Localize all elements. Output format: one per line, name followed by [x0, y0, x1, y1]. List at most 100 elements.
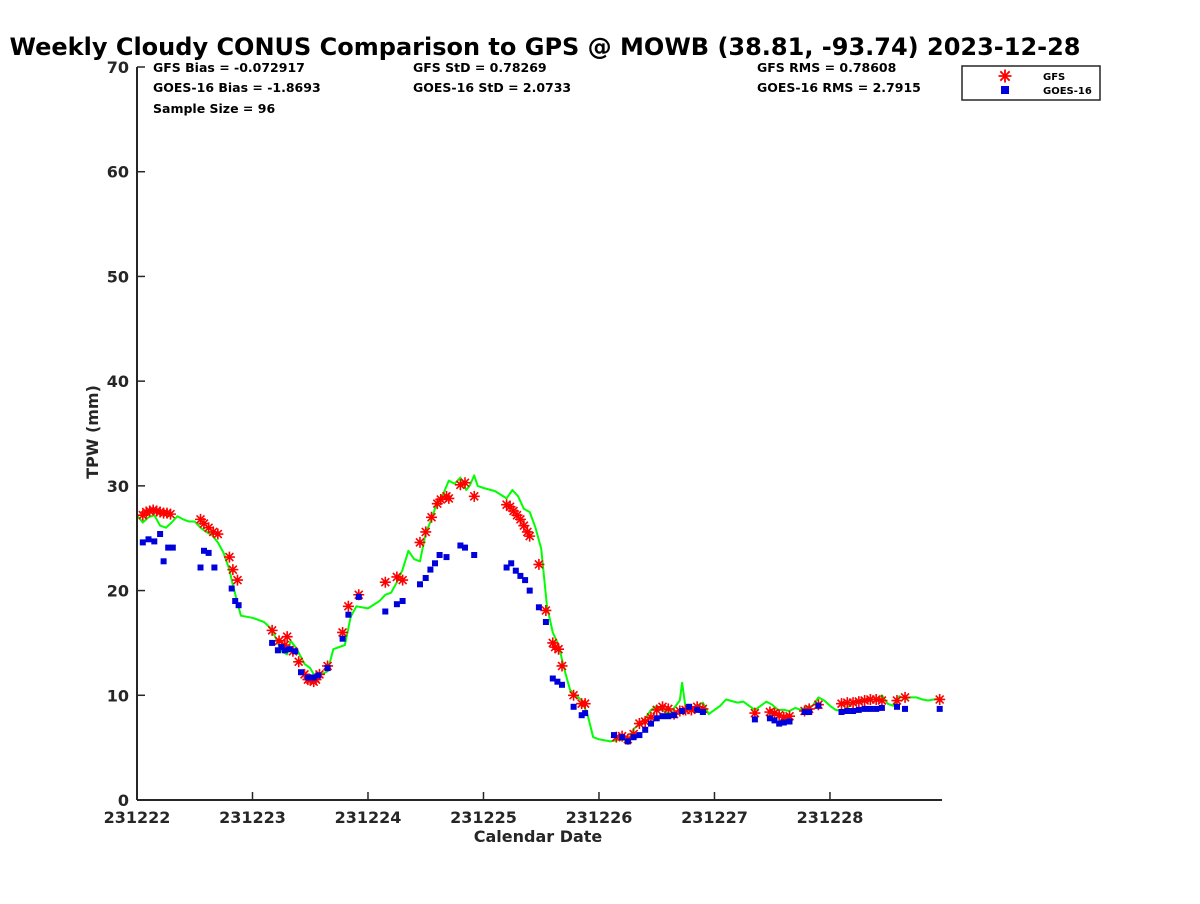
data-point — [154, 506, 166, 518]
data-point — [165, 544, 172, 551]
data-point — [281, 631, 293, 643]
data-point — [286, 646, 293, 653]
data-point — [891, 695, 903, 707]
data-point — [876, 695, 888, 707]
data-point — [533, 558, 545, 570]
data-point — [855, 706, 862, 713]
data-point — [934, 693, 946, 705]
data-point — [836, 698, 848, 710]
data-point — [570, 703, 577, 710]
data-point — [205, 549, 212, 556]
data-point — [662, 703, 674, 715]
data-point — [468, 490, 480, 502]
data-point — [422, 575, 429, 581]
data-point — [579, 698, 591, 710]
data-point — [197, 564, 204, 571]
y-tick-label: 10 — [107, 686, 129, 705]
data-point — [659, 713, 666, 720]
data-point — [227, 564, 239, 576]
data-point — [503, 564, 510, 571]
data-point — [235, 602, 242, 609]
data-point — [279, 639, 291, 651]
data-point — [223, 551, 235, 563]
data-point — [642, 726, 649, 733]
data-point — [164, 508, 176, 520]
data-point — [211, 564, 218, 571]
data-point — [651, 704, 663, 716]
series-layer — [136, 474, 946, 745]
y-tick-label: 70 — [107, 58, 129, 77]
data-point — [803, 703, 815, 715]
data-point — [157, 531, 164, 537]
x-tick-label: 231224 — [335, 808, 402, 827]
data-point — [459, 477, 471, 489]
stat-text: GFS Bias = -0.072917 — [153, 60, 305, 75]
data-point — [399, 598, 406, 604]
data-point — [645, 711, 657, 723]
data-point — [815, 702, 822, 709]
data-point — [776, 720, 783, 727]
data-point — [517, 572, 524, 579]
data-point — [780, 719, 787, 726]
data-point — [867, 705, 874, 712]
data-point — [841, 697, 853, 709]
data-point — [160, 558, 167, 565]
x-tick-label: 231228 — [797, 808, 864, 827]
data-point — [231, 574, 243, 586]
data-point — [628, 728, 640, 740]
data-point — [397, 574, 409, 586]
data-point — [443, 554, 450, 561]
data-point — [269, 639, 276, 646]
legend-label: GOES-16 — [1043, 86, 1092, 97]
legend-item: GFS — [998, 69, 1065, 83]
data-point — [786, 718, 793, 725]
data-point — [161, 507, 173, 519]
x-tick-label: 231227 — [681, 808, 748, 827]
data-point — [685, 704, 697, 716]
data-point — [420, 526, 432, 538]
data-point — [232, 598, 239, 604]
data-point — [315, 672, 322, 679]
data-point — [582, 710, 589, 717]
x-axis-label: Calendar Date — [474, 827, 603, 846]
data-point — [471, 552, 478, 558]
data-point — [342, 600, 354, 612]
data-point — [526, 587, 533, 594]
legend-box — [961, 65, 1101, 101]
data-point — [778, 711, 790, 723]
data-point — [801, 709, 808, 715]
data-point — [691, 701, 703, 713]
y-axis-label: TPW (mm) — [83, 385, 102, 479]
data-point — [899, 691, 911, 703]
data-point — [553, 643, 565, 655]
data-point — [281, 647, 288, 654]
data-point — [751, 716, 758, 723]
data-point — [806, 709, 813, 715]
x-tick-label: 231226 — [566, 808, 633, 827]
data-point — [784, 710, 796, 722]
data-point — [443, 492, 455, 504]
data-point — [771, 717, 778, 724]
data-point — [686, 703, 693, 710]
data-point — [512, 567, 519, 574]
data-point — [151, 538, 158, 545]
data-point — [391, 571, 403, 583]
data-point — [514, 513, 526, 525]
data-point — [414, 536, 426, 548]
data-point — [648, 720, 654, 727]
data-point — [542, 619, 549, 625]
data-point — [355, 593, 362, 600]
data-point — [278, 644, 285, 651]
data-point — [653, 715, 660, 722]
data-point — [337, 626, 349, 638]
stat-text: GFS StD = 0.78269 — [413, 60, 547, 75]
data-point — [630, 734, 637, 741]
data-point — [293, 656, 305, 668]
data-point — [145, 536, 152, 543]
data-point — [902, 705, 908, 712]
stat-text: Sample Size = 96 — [153, 101, 275, 116]
data-point — [266, 624, 278, 636]
data-point — [838, 709, 845, 715]
